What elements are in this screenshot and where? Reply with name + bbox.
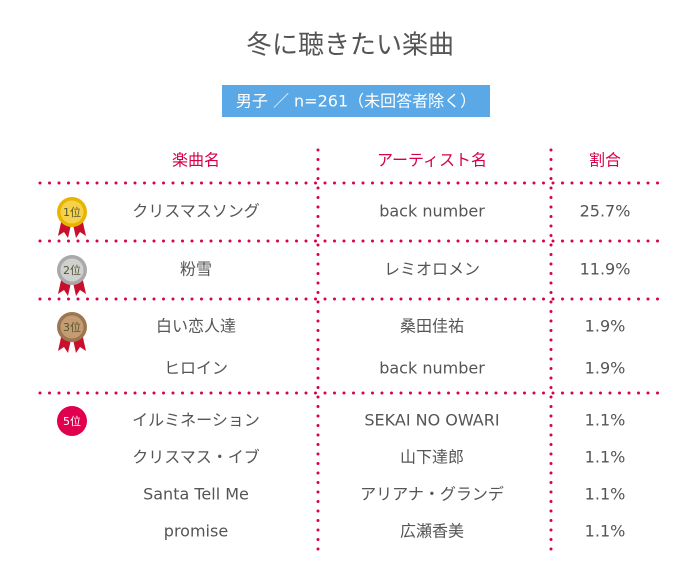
column-header: アーティスト名 (377, 151, 487, 170)
badge-inner (59, 199, 85, 225)
cell: 1.9% (585, 359, 626, 378)
title: 冬に聴きたい楽曲 (246, 31, 454, 61)
cell: 粉雪 (180, 260, 212, 279)
cell: SEKAI NO OWARI (364, 411, 499, 430)
cell: 1.1% (585, 448, 626, 467)
subtitle-box (222, 85, 490, 117)
cell: レミオロメン (384, 260, 480, 279)
cell: 白い恋人達 (156, 317, 236, 336)
cell: クリスマスソング (132, 202, 260, 221)
rank: 2位 (63, 263, 81, 277)
rank: 5位 (63, 414, 81, 428)
cell: back number (379, 359, 485, 378)
cell: 広瀬香美 (400, 522, 464, 541)
cell: 25.7% (580, 202, 631, 221)
cell: promise (164, 522, 228, 541)
cell: 1.9% (585, 317, 626, 336)
column-header: 割合 (589, 151, 621, 170)
cell: 11.9% (580, 260, 631, 279)
badge-inner (59, 314, 85, 340)
rank: 3位 (63, 320, 81, 334)
cell: 1.1% (585, 485, 626, 504)
cell: 1.1% (585, 522, 626, 541)
cell: back number (379, 202, 485, 221)
cell: 山下達郎 (400, 448, 464, 467)
cell: Santa Tell Me (143, 485, 249, 504)
cell: アリアナ・グランデ (360, 485, 504, 504)
cell: 桑田佳祐 (400, 317, 464, 336)
column-header: 楽曲名 (172, 151, 220, 170)
cell: イルミネーション (132, 411, 260, 430)
cell: クリスマス・イブ (132, 448, 260, 467)
rank: 1位 (63, 205, 81, 219)
badge (57, 406, 87, 436)
cell: 1.1% (585, 411, 626, 430)
cell: ヒロイン (164, 359, 228, 378)
subtitle: 男子 ／ n=261（未回答者除く） (236, 92, 476, 111)
badge-inner (59, 257, 85, 283)
